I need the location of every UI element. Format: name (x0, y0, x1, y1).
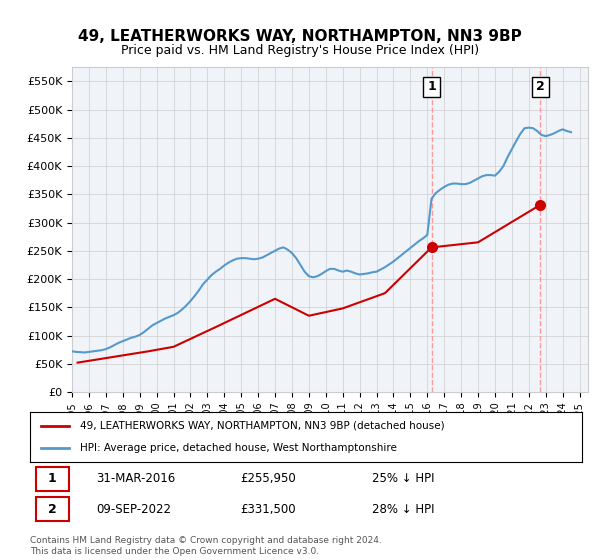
Text: 49, LEATHERWORKS WAY, NORTHAMPTON, NN3 9BP: 49, LEATHERWORKS WAY, NORTHAMPTON, NN3 9… (78, 29, 522, 44)
Text: 28% ↓ HPI: 28% ↓ HPI (372, 502, 435, 516)
Text: 09-SEP-2022: 09-SEP-2022 (96, 502, 171, 516)
Text: 1: 1 (427, 81, 436, 94)
Text: HPI: Average price, detached house, West Northamptonshire: HPI: Average price, detached house, West… (80, 443, 397, 453)
FancyBboxPatch shape (35, 497, 68, 521)
Text: 25% ↓ HPI: 25% ↓ HPI (372, 472, 435, 486)
Text: 2: 2 (48, 502, 56, 516)
FancyBboxPatch shape (35, 466, 68, 491)
Text: 49, LEATHERWORKS WAY, NORTHAMPTON, NN3 9BP (detached house): 49, LEATHERWORKS WAY, NORTHAMPTON, NN3 9… (80, 421, 445, 431)
Text: Price paid vs. HM Land Registry's House Price Index (HPI): Price paid vs. HM Land Registry's House … (121, 44, 479, 57)
Text: £255,950: £255,950 (240, 472, 296, 486)
Text: 1: 1 (48, 472, 56, 486)
Text: £331,500: £331,500 (240, 502, 295, 516)
Text: 2: 2 (536, 81, 545, 94)
Text: Contains HM Land Registry data © Crown copyright and database right 2024.
This d: Contains HM Land Registry data © Crown c… (30, 536, 382, 556)
Text: 31-MAR-2016: 31-MAR-2016 (96, 472, 175, 486)
